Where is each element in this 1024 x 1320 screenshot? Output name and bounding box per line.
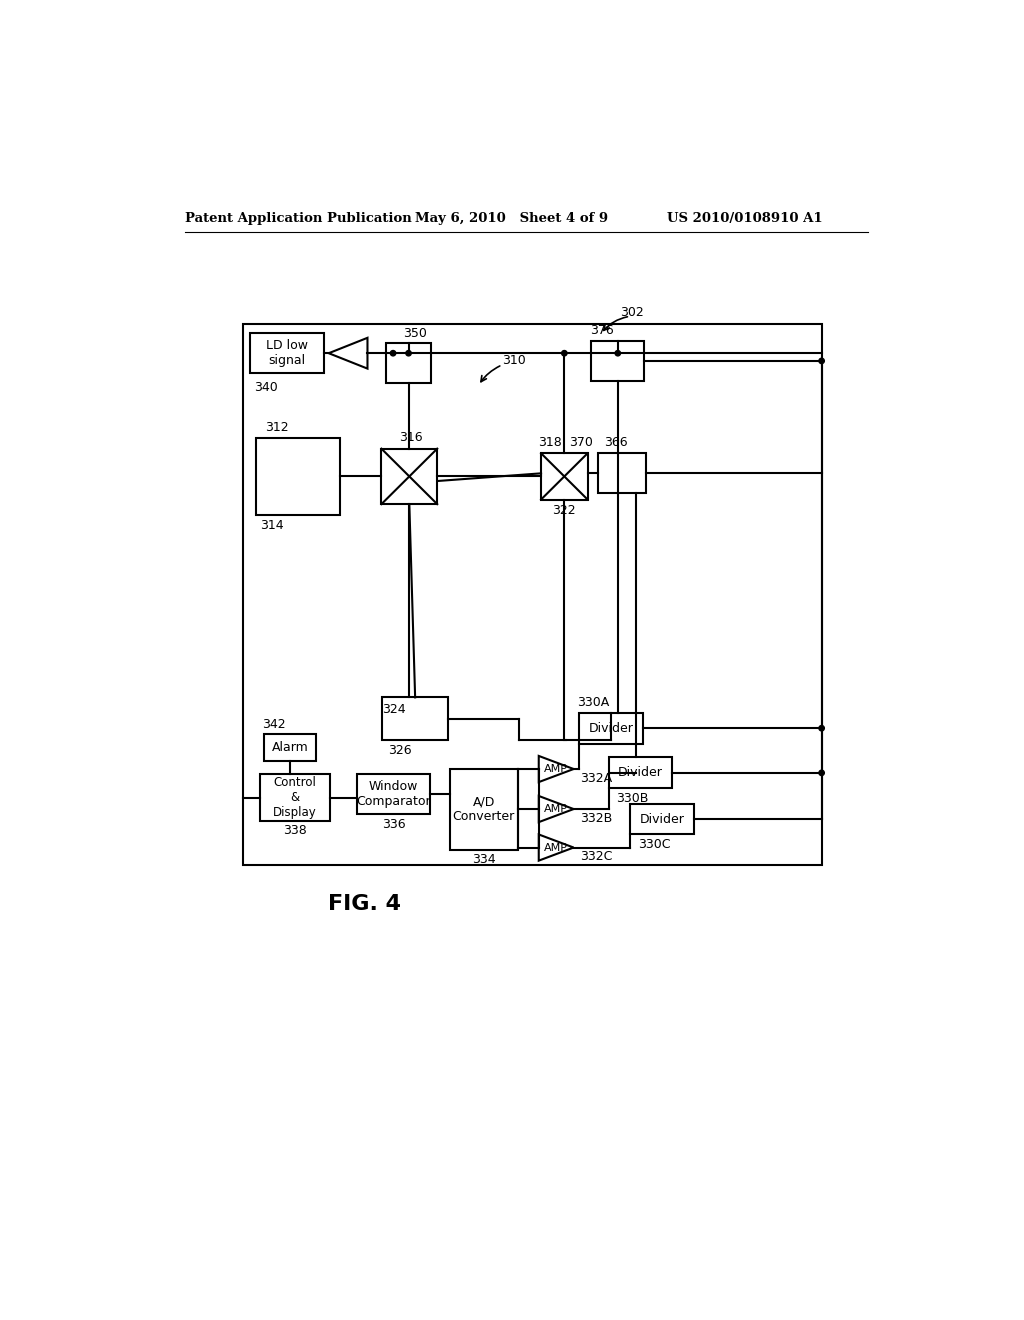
Text: 330B: 330B xyxy=(616,792,648,805)
Text: 332C: 332C xyxy=(580,850,612,863)
Text: AMP: AMP xyxy=(544,804,568,814)
Bar xyxy=(386,343,431,383)
Text: 332A: 332A xyxy=(580,772,612,785)
Text: 376: 376 xyxy=(590,325,613,338)
Text: 316: 316 xyxy=(399,432,423,445)
Bar xyxy=(608,758,672,788)
Circle shape xyxy=(561,351,567,356)
Text: A/D
Converter: A/D Converter xyxy=(453,796,515,824)
Text: US 2010/0108910 A1: US 2010/0108910 A1 xyxy=(667,213,822,224)
Text: 330A: 330A xyxy=(578,696,609,709)
Bar xyxy=(592,341,644,381)
Text: AMP: AMP xyxy=(544,842,568,853)
Text: FIG. 4: FIG. 4 xyxy=(328,894,400,913)
Bar xyxy=(356,775,430,814)
Text: 338: 338 xyxy=(283,824,306,837)
Text: 350: 350 xyxy=(402,326,427,339)
Text: 302: 302 xyxy=(621,306,644,319)
Text: Window
Comparator: Window Comparator xyxy=(356,780,431,808)
Text: 330C: 330C xyxy=(638,838,671,851)
Bar xyxy=(382,697,449,739)
Bar xyxy=(260,775,330,821)
Text: 366: 366 xyxy=(604,436,628,449)
Circle shape xyxy=(819,726,824,731)
Text: 332B: 332B xyxy=(580,812,612,825)
Bar xyxy=(243,323,821,866)
Text: Patent Application Publication: Patent Application Publication xyxy=(184,213,412,224)
Text: Divider: Divider xyxy=(617,767,663,779)
Text: 326: 326 xyxy=(388,744,412,758)
Circle shape xyxy=(819,358,824,363)
Bar xyxy=(579,713,643,743)
Text: 336: 336 xyxy=(382,818,406,832)
Text: 370: 370 xyxy=(569,436,593,449)
Text: 314: 314 xyxy=(260,519,284,532)
Bar xyxy=(263,734,316,762)
Text: May 6, 2010   Sheet 4 of 9: May 6, 2010 Sheet 4 of 9 xyxy=(415,213,608,224)
Bar xyxy=(450,770,518,850)
Text: 312: 312 xyxy=(265,421,289,434)
Bar xyxy=(256,438,340,515)
Bar xyxy=(598,453,646,494)
Text: 334: 334 xyxy=(472,853,496,866)
Text: 322: 322 xyxy=(553,504,577,517)
Circle shape xyxy=(819,770,824,776)
Bar xyxy=(381,449,437,504)
Text: 324: 324 xyxy=(382,704,406,717)
Bar xyxy=(251,333,324,374)
Bar xyxy=(541,453,588,499)
Text: 340: 340 xyxy=(254,380,279,393)
Text: Alarm: Alarm xyxy=(271,742,308,754)
Text: Control
&
Display: Control & Display xyxy=(272,776,316,818)
Text: AMP: AMP xyxy=(544,764,568,774)
Circle shape xyxy=(390,351,395,356)
Text: LD low
signal: LD low signal xyxy=(266,339,308,367)
Text: Divider: Divider xyxy=(640,813,684,825)
Text: 310: 310 xyxy=(503,354,526,367)
Bar xyxy=(630,804,693,834)
Circle shape xyxy=(615,351,621,356)
Text: 342: 342 xyxy=(262,718,286,731)
Text: Divider: Divider xyxy=(589,722,633,735)
Text: 318: 318 xyxy=(539,436,562,449)
Circle shape xyxy=(406,351,412,356)
